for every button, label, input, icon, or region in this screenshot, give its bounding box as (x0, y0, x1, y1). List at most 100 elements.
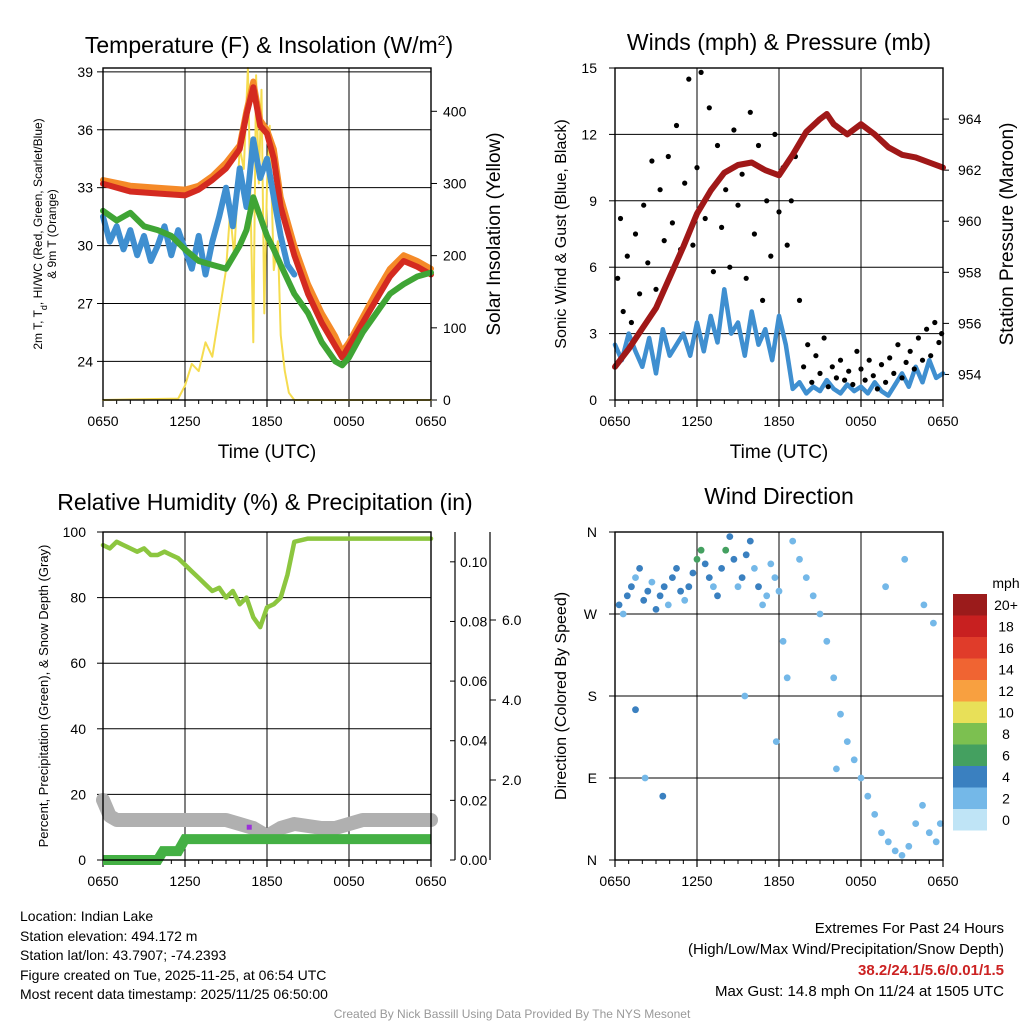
dir-point (632, 574, 639, 581)
winds-gust-point (788, 198, 794, 204)
winds-gust-point (874, 386, 881, 392)
dir-legend-label: 8 (1002, 726, 1010, 742)
winds-gust-point (719, 224, 725, 230)
temp-ytick-label: 39 (77, 64, 93, 80)
winds-gust-point (615, 275, 621, 281)
winds-gust-point (932, 319, 938, 326)
rh-ytick-label: 100 (63, 524, 87, 540)
dir-point (843, 738, 851, 745)
temp-y2tick-label: 400 (443, 103, 467, 119)
temp-xtick-label: 0650 (87, 413, 118, 429)
dir-point (882, 583, 889, 591)
winds-gust-point (690, 242, 696, 248)
dir-point (652, 606, 660, 613)
temp-border (102, 67, 432, 401)
rh-xtick-label: 0650 (415, 873, 446, 889)
dir-legend-label: 16 (998, 640, 1014, 656)
winds-gust-point (747, 109, 753, 115)
rh-ytick-label: 0 (78, 852, 86, 868)
winds-gust-point (837, 357, 844, 363)
dir-legend-swatch (953, 701, 987, 723)
winds-gust-point (755, 142, 762, 149)
temp-ytick-label: 33 (77, 180, 93, 196)
temp-y2label-text: Solar Insolation (Yellow) (484, 132, 505, 335)
rh-xtick-label: 0650 (87, 873, 118, 889)
rh-precip-tick-label: 0.04 (460, 733, 487, 749)
winds-gust-point (833, 375, 840, 381)
temp-ytick-label: 24 (77, 353, 93, 369)
dir-point (619, 610, 627, 618)
dir-legend-label: 20+ (994, 597, 1018, 613)
max-gust-text: Max Gust: 14.8 mph On 11/24 at 1505 UTC (714, 983, 1004, 1000)
dir-point (783, 674, 791, 682)
temp-y2tick-label: 100 (443, 320, 467, 336)
extremes-subtitle: (High/Low/Max Wind/Precipitation/Snow De… (688, 941, 1004, 958)
winds-y2label: Station Pressure (Maroon) (997, 123, 1018, 346)
dir-point (673, 565, 680, 572)
winds-gust-point (870, 373, 876, 379)
dir-point (905, 842, 913, 850)
extremes-title: Extremes For Past 24 Hours (814, 920, 1004, 937)
dir-point (850, 756, 858, 764)
dir-point (772, 738, 780, 745)
dir-legend-title: mph (992, 575, 1019, 591)
winds-xtick-label: 1850 (763, 413, 794, 429)
winds-gust-point (801, 364, 807, 370)
winds-ytick-label: 9 (589, 193, 597, 209)
dir-title: Wind Direction (704, 483, 854, 509)
rh-snow-line (96, 793, 438, 843)
dir-point (802, 574, 810, 581)
dir-point (623, 592, 631, 600)
dir-legend-swatch (953, 744, 987, 766)
dir-ytick-label: N (587, 852, 597, 868)
temp-ytick-label: 30 (77, 238, 93, 254)
winds-gust-point (620, 308, 626, 315)
rh-snow-tick-label: 4.0 (502, 692, 522, 708)
winds-gust-point (936, 339, 942, 346)
rh-xtick-label: 1850 (251, 873, 282, 889)
dir-legend-label: 10 (998, 704, 1014, 720)
dir-legend-label: 0 (1002, 812, 1010, 828)
dir-point (656, 592, 664, 600)
winds-ytick-label: 3 (589, 326, 597, 342)
dir-legend-swatch (953, 723, 987, 745)
winds-border (614, 67, 944, 401)
dir-point (930, 619, 937, 627)
winds-gust-point (891, 370, 897, 376)
latlon-text: Station lat/lon: 43.7907; -74.2393 (20, 947, 227, 963)
dir-point (677, 587, 684, 595)
winds-gust-point (661, 238, 667, 244)
dir-point (705, 574, 713, 581)
dir-point (660, 583, 668, 591)
dir-point (693, 555, 701, 563)
dir-ytick-label: S (588, 688, 597, 704)
winds-gust-point (858, 366, 864, 372)
winds-gust-point (649, 158, 655, 164)
winds-gust-point (739, 171, 745, 177)
winds-gust-point (751, 231, 758, 237)
dir-point (710, 583, 717, 591)
location-text: Location: Indian Lake (20, 908, 154, 924)
winds-gust-point (850, 381, 856, 388)
station-info: Location: Indian Lake Station elevation:… (20, 907, 328, 1005)
dir-xtick-label: 1250 (681, 873, 712, 889)
winds-gust-point (657, 187, 663, 193)
dir-point (919, 801, 926, 809)
rh-ylabel-text: Percent, Precipitation (Green), & Snow D… (36, 545, 51, 848)
winds-gust-point (682, 180, 688, 186)
dir-xtick-label: 0650 (927, 873, 958, 889)
dir-point (722, 546, 730, 554)
winds-gust-point (727, 264, 733, 270)
winds-gust-point (641, 202, 647, 208)
temp-xtick-label: 0050 (333, 413, 364, 429)
rh-border (102, 531, 432, 861)
recent-text: Most recent data timestamp: 2025/11/25 0… (20, 986, 328, 1002)
winds-xlabel: Time (UTC) (730, 442, 829, 463)
temp-series-blue (100, 136, 298, 278)
dir-xtick-label: 0650 (599, 873, 630, 889)
dir-legend-swatch (953, 680, 987, 702)
rh-ytick-label: 40 (70, 721, 86, 737)
winds-gust-point (924, 326, 930, 332)
temp-y2tick-label: 0 (443, 392, 451, 408)
temp-y2tick-label: 200 (443, 248, 467, 264)
